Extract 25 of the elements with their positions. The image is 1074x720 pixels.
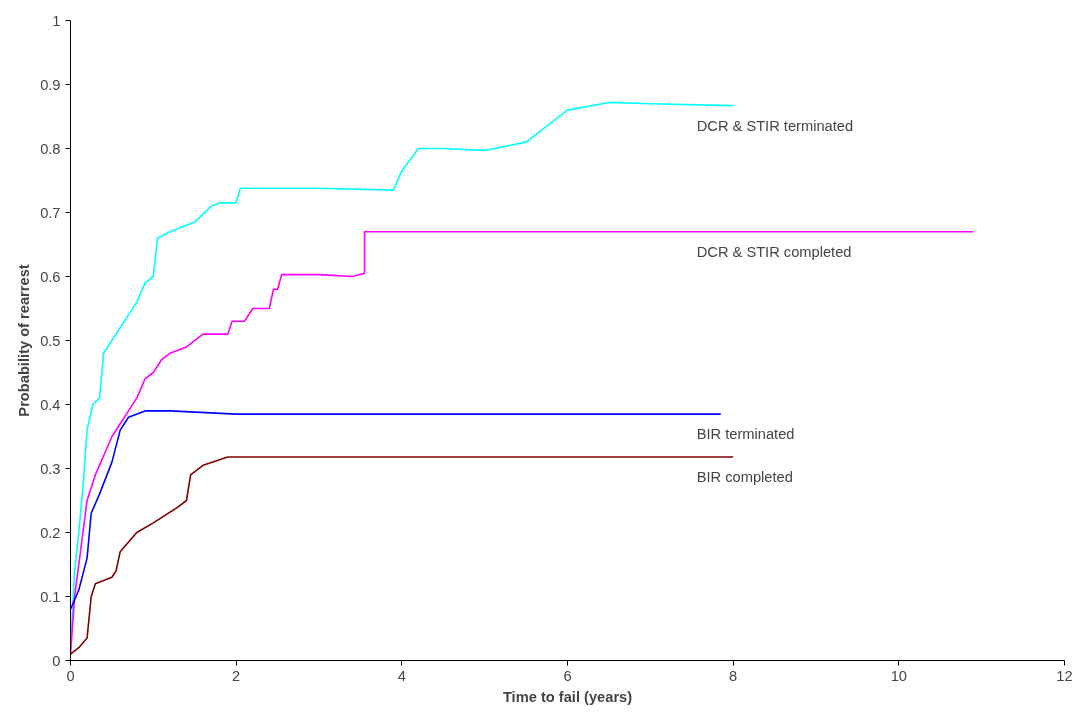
x-tick-label: 6 xyxy=(563,667,572,684)
x-axis-title: Time to fail (years) xyxy=(502,688,633,705)
y-tick-label: 0.9 xyxy=(40,76,61,93)
series-label: BIR completed xyxy=(696,468,793,485)
x-tick-label: 2 xyxy=(232,667,241,684)
y-tick-label: 0.2 xyxy=(40,524,61,541)
y-tick-label: 0.1 xyxy=(40,588,61,605)
y-tick-label: 0.8 xyxy=(40,140,61,157)
y-tick-label: 0.6 xyxy=(40,268,61,285)
y-tick-label: 1 xyxy=(52,12,61,29)
y-tick-label: 0.7 xyxy=(40,204,61,221)
x-tick-label: 8 xyxy=(729,667,738,684)
x-tick-label: 10 xyxy=(890,667,907,684)
y-tick-label: 0.5 xyxy=(40,332,61,349)
series-label: DCR & STIR terminated xyxy=(696,117,854,134)
series-label: BIR terminated xyxy=(696,426,795,443)
x-tick-label: 4 xyxy=(397,667,406,684)
y-tick-label: 0.4 xyxy=(40,396,61,413)
x-tick-label: 0 xyxy=(66,667,75,684)
y-tick-label: 0.3 xyxy=(40,460,61,477)
y-axis-title: Probability of rearrest xyxy=(16,264,33,417)
line-series xyxy=(70,410,722,611)
series-label: DCR & STIR completed xyxy=(696,243,852,260)
y-tick-label: 0 xyxy=(52,652,61,669)
x-tick-label: 12 xyxy=(1056,667,1073,684)
